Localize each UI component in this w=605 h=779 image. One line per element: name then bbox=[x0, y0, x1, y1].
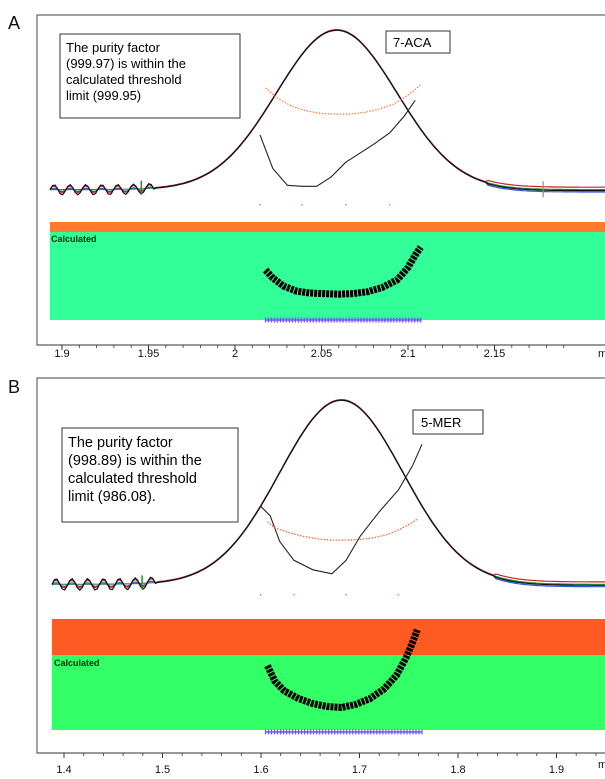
panel-b-purity-line-upper bbox=[260, 443, 423, 575]
panel-b: B Calculated 1.4 1.5 1.6 1.7 1.8 1.9 m The pu… bbox=[8, 377, 605, 776]
panel-b-scan-dot bbox=[345, 594, 347, 596]
panel-a-compound-box bbox=[385, 30, 451, 54]
panel-b-marker-bar bbox=[264, 729, 423, 735]
panel-b-threshold-line bbox=[267, 518, 418, 541]
panel-b-peak-traces bbox=[51, 399, 605, 592]
panel-a-x-tick-label: 1.95 bbox=[138, 348, 159, 360]
panel-b-orange-band bbox=[52, 619, 605, 655]
panel-a-scan-dot bbox=[388, 204, 391, 206]
panel-b-annotation-line-1: The purity factor bbox=[68, 435, 173, 451]
panel-b-x-unit: m bbox=[598, 759, 605, 771]
panel-a-purity-line-upper bbox=[259, 99, 416, 187]
panel-b-scan-dot bbox=[293, 594, 295, 596]
panel-b-annotation-line-4: limit (986.08). bbox=[68, 489, 156, 505]
panel-a-x-tick-label: 2 bbox=[232, 348, 238, 360]
panel-a-threshold-line bbox=[265, 84, 422, 115]
panel-b-compound-box bbox=[412, 409, 484, 435]
panel-b-x-tick-label: 1.7 bbox=[352, 764, 367, 776]
panel-a-scan-dot bbox=[301, 204, 303, 206]
panel-a-scan-dot bbox=[259, 204, 261, 206]
panel-a-purity-curve bbox=[262, 245, 424, 298]
panel-a-annotation-line-3: calculated threshold bbox=[66, 72, 182, 87]
panel-b-lower-curve bbox=[260, 443, 423, 596]
panel-a-x-tick-label: 2.05 bbox=[311, 348, 332, 360]
panel-a-annotation-line-4: limit (999.95) bbox=[66, 88, 141, 103]
panel-a-purity-line bbox=[262, 245, 424, 298]
panel-b-annotation-line-3: calculated threshold bbox=[68, 471, 197, 487]
panel-a-scan-dot bbox=[345, 204, 347, 206]
panel-b-peak-trace-4 bbox=[51, 399, 605, 592]
panel-a-x-tick-label: 2.1 bbox=[400, 348, 415, 360]
panel-b-x-tick-label: 1.9 bbox=[549, 764, 564, 776]
panel-b-x-tick-label: 1.5 bbox=[155, 764, 170, 776]
panel-b-scan-dot bbox=[397, 594, 399, 596]
panel-a-marker-bar bbox=[264, 317, 422, 323]
panel-a-annotation-line-1: The purity factor bbox=[66, 40, 161, 55]
panel-a-peak-trace-4 bbox=[49, 29, 605, 196]
panel-b-scan-dot bbox=[260, 594, 262, 596]
panel-a-calculated-label: Calculated bbox=[51, 234, 97, 244]
panel-b-annotation-box bbox=[61, 427, 239, 523]
panel-b-x-tick-label: 1.6 bbox=[253, 764, 268, 776]
panel-b-calculated-label: Calculated bbox=[54, 658, 100, 668]
panel-a-threshold-curve-upper bbox=[265, 84, 422, 115]
panel-b-x-tick-label: 1.8 bbox=[450, 764, 465, 776]
panel-a-compound-label: 7-ACA bbox=[393, 35, 432, 50]
panel-a-lower-curve bbox=[259, 99, 416, 206]
panel-a-annotation-line-2: (999.97) is within the bbox=[66, 56, 186, 71]
panel-a-x-unit: m bbox=[598, 348, 605, 360]
panel-a-orange-band bbox=[50, 222, 605, 232]
panel-a-x-ticks: 1.9 1.95 2 2.05 2.1 2.15 bbox=[54, 345, 565, 360]
panel-a-green-band bbox=[50, 232, 605, 320]
panel-b-annotation-line-2: (998.89) is within the bbox=[68, 453, 202, 469]
panel-b-letter: B bbox=[8, 377, 20, 397]
panel-a: A Calculated 1.9 1.95 2 2.05 2.1 2.15 m The p… bbox=[8, 13, 605, 360]
panel-b-green-band bbox=[52, 655, 605, 730]
panel-b-purity-line bbox=[264, 628, 421, 711]
panel-b-purity-curve bbox=[264, 628, 421, 711]
panel-b-threshold-curve-upper bbox=[267, 518, 418, 541]
panel-a-peak-traces bbox=[49, 28, 605, 198]
panel-b-x-ticks: 1.4 1.5 1.6 1.7 1.8 1.9 bbox=[56, 753, 597, 776]
panel-a-x-tick-label: 2.15 bbox=[484, 348, 505, 360]
panel-b-x-tick-label: 1.4 bbox=[56, 764, 71, 776]
panel-a-annotation-box bbox=[59, 33, 241, 119]
panel-a-letter: A bbox=[8, 13, 20, 33]
panel-b-compound-label: 5-MER bbox=[421, 415, 461, 430]
panel-a-x-tick-label: 1.9 bbox=[54, 348, 69, 360]
